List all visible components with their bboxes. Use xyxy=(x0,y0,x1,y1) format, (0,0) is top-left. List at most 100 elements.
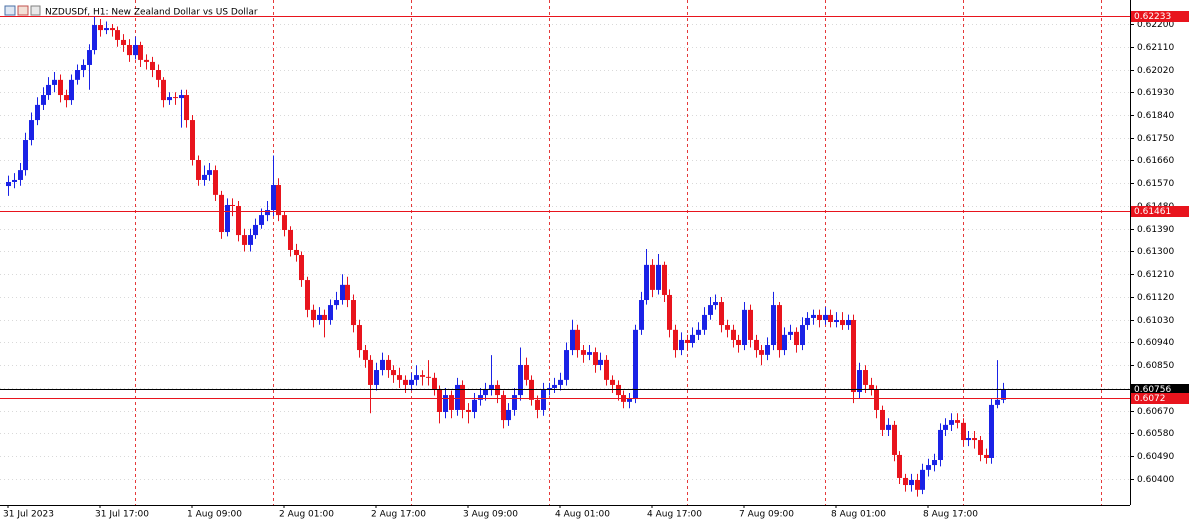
candle-body xyxy=(121,39,126,45)
candle-body xyxy=(253,224,258,236)
candle-body xyxy=(679,339,684,351)
candle-body xyxy=(345,284,350,301)
candle-body xyxy=(380,359,385,371)
x-tick-label: 7 Aug 09:00 xyxy=(739,510,794,520)
x-tick-label: 8 Aug 17:00 xyxy=(923,510,978,520)
candle-body xyxy=(874,389,879,410)
candle-body xyxy=(414,375,419,380)
candle-body xyxy=(719,302,724,326)
candle-body xyxy=(288,230,293,250)
candle-body xyxy=(98,25,103,31)
y-tick-label: 0.60580 xyxy=(1137,429,1174,439)
candle-body xyxy=(167,97,172,101)
candle-body xyxy=(161,79,166,101)
candle-body xyxy=(581,350,586,355)
candle-body xyxy=(386,359,391,371)
candle-body xyxy=(989,404,994,458)
candle-body xyxy=(455,384,460,410)
candle-body xyxy=(932,460,937,466)
candle-body xyxy=(920,469,925,490)
levels xyxy=(0,16,1130,399)
candle-body xyxy=(144,59,149,62)
candle-body xyxy=(840,319,845,326)
candle-body xyxy=(397,375,402,380)
candle-body xyxy=(35,104,40,121)
candle-body xyxy=(604,359,609,380)
candle-body xyxy=(863,370,868,385)
candle-body xyxy=(564,350,569,380)
candle-body xyxy=(81,64,86,71)
candle-body xyxy=(742,309,747,346)
candle-body xyxy=(190,120,195,160)
candle-body xyxy=(403,379,408,385)
candle-body xyxy=(748,309,753,340)
candle-body xyxy=(12,179,17,182)
candle-body xyxy=(248,235,253,245)
candle-body xyxy=(127,44,132,56)
y-tick-label: 0.60400 xyxy=(1137,475,1174,485)
candle-body xyxy=(1001,388,1006,400)
candle-body xyxy=(363,350,368,360)
candle-body xyxy=(374,370,379,385)
day-separators xyxy=(135,0,1102,505)
candle-body xyxy=(432,377,437,390)
candle-body xyxy=(788,331,793,335)
candle-body xyxy=(943,424,948,430)
candle-body xyxy=(460,384,465,410)
candle-body xyxy=(759,350,764,355)
candle-body xyxy=(207,170,212,175)
candle-body xyxy=(276,185,281,216)
candle-body xyxy=(961,422,966,441)
candle-body xyxy=(340,284,345,301)
y-tick-label: 0.61210 xyxy=(1137,270,1174,280)
candle-body xyxy=(690,334,695,343)
symbol-icon xyxy=(4,5,41,16)
candle-body xyxy=(897,454,902,478)
candle-body xyxy=(903,477,908,486)
candle-body xyxy=(685,339,690,343)
x-tick-label: 3 Aug 09:00 xyxy=(463,510,518,520)
price-level-box xyxy=(1131,384,1189,395)
candle-body xyxy=(156,70,161,80)
candle-body xyxy=(823,314,828,320)
y-tick-label: 0.61660 xyxy=(1137,156,1174,166)
candle-body xyxy=(736,339,741,346)
candle-body xyxy=(644,264,649,301)
candle-body xyxy=(541,389,546,410)
candle-body xyxy=(437,389,442,412)
candles xyxy=(6,16,1006,497)
candle-body xyxy=(846,319,851,326)
candle-body xyxy=(995,399,1000,405)
x-tick-label: 31 Jul 2023 xyxy=(3,510,54,520)
candle-body xyxy=(46,84,51,96)
candle-body xyxy=(92,25,97,51)
candle-body xyxy=(115,30,120,40)
candle-body xyxy=(972,438,977,441)
candle-body xyxy=(857,370,862,393)
candle-body xyxy=(570,329,575,351)
candle-body xyxy=(817,314,822,320)
candle-body xyxy=(667,294,672,330)
candle-body xyxy=(58,79,63,96)
candle-body xyxy=(265,210,270,216)
candle-body xyxy=(518,364,523,396)
x-tick-label: 4 Aug 01:00 xyxy=(555,510,610,520)
candle-body xyxy=(478,395,483,400)
y-tick-label: 0.61930 xyxy=(1137,88,1174,98)
candle-body xyxy=(64,95,69,101)
candle-body xyxy=(800,325,805,346)
y-tick-label: 0.61840 xyxy=(1137,111,1174,121)
chart-title: NZDUSDf, H1: New Zealand Dollar vs US Do… xyxy=(45,8,258,18)
candle-body xyxy=(368,359,373,385)
candle-body xyxy=(627,398,632,402)
price-level-label: 0.62233 xyxy=(1134,12,1171,22)
candle-body xyxy=(771,305,776,346)
candle-body xyxy=(449,395,454,410)
y-tick-label: 0.60670 xyxy=(1137,407,1174,417)
candle-body xyxy=(69,79,74,101)
candle-body xyxy=(558,379,563,385)
price-level-label: 0.61461 xyxy=(1134,207,1171,217)
y-tick-label: 0.61390 xyxy=(1137,225,1174,235)
candle-body xyxy=(472,399,477,412)
